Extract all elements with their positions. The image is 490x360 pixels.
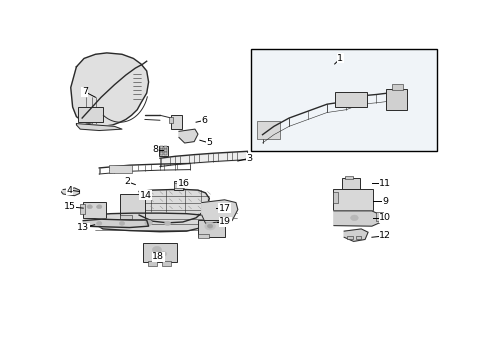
Circle shape (207, 224, 213, 228)
Text: 5: 5 (206, 139, 212, 148)
Text: 9: 9 (382, 197, 388, 206)
Text: 11: 11 (379, 179, 391, 188)
Text: 17: 17 (219, 204, 230, 213)
Bar (170, 117, 172, 123)
Bar (148, 261, 157, 266)
Text: 1: 1 (338, 54, 343, 63)
Text: 16: 16 (177, 179, 190, 188)
Circle shape (161, 252, 167, 256)
Bar (160, 146, 163, 149)
Text: 4: 4 (67, 186, 73, 195)
Polygon shape (139, 190, 209, 223)
Bar (109, 165, 131, 174)
Bar (347, 236, 352, 239)
Bar (143, 243, 177, 262)
Bar (164, 146, 167, 149)
Bar (160, 149, 163, 152)
Circle shape (205, 222, 216, 230)
Text: 8: 8 (152, 145, 158, 154)
Polygon shape (202, 200, 238, 223)
Bar (392, 84, 403, 90)
Text: 18: 18 (152, 252, 164, 261)
Bar (174, 181, 183, 190)
Polygon shape (76, 123, 122, 131)
Text: 13: 13 (77, 223, 89, 232)
Bar (159, 146, 169, 156)
Circle shape (351, 215, 358, 221)
Circle shape (97, 221, 102, 225)
Bar (257, 121, 280, 139)
Bar (251, 49, 437, 151)
Bar (333, 189, 372, 210)
Bar (376, 212, 383, 221)
Polygon shape (179, 129, 198, 143)
Bar (198, 220, 224, 237)
Bar (173, 183, 184, 188)
Bar (83, 202, 106, 219)
Circle shape (145, 220, 152, 226)
Text: 3: 3 (246, 154, 252, 163)
Bar (333, 192, 338, 203)
Bar (162, 261, 172, 266)
Bar (342, 179, 361, 189)
Bar (386, 89, 407, 110)
Bar (164, 152, 167, 155)
Text: 6: 6 (202, 116, 208, 125)
Bar (164, 149, 167, 152)
Bar (172, 115, 182, 129)
Bar (198, 234, 209, 238)
Circle shape (120, 221, 124, 225)
Bar (120, 215, 131, 219)
Text: 7: 7 (82, 87, 88, 96)
Text: 14: 14 (140, 190, 151, 199)
Bar (335, 92, 367, 107)
Polygon shape (83, 219, 148, 228)
Bar (345, 176, 353, 179)
Text: 19: 19 (220, 217, 231, 226)
Polygon shape (61, 188, 79, 195)
Circle shape (97, 205, 102, 209)
Bar (78, 107, 103, 122)
Text: 12: 12 (379, 231, 391, 240)
Polygon shape (334, 211, 379, 226)
Polygon shape (344, 229, 368, 242)
Bar (120, 194, 145, 219)
Text: 15: 15 (64, 202, 75, 211)
Text: 10: 10 (379, 213, 391, 222)
Polygon shape (94, 213, 206, 232)
Bar (356, 236, 361, 239)
Circle shape (87, 205, 93, 209)
Circle shape (152, 246, 162, 253)
Text: 2: 2 (125, 177, 131, 186)
Bar (160, 152, 163, 155)
Circle shape (165, 221, 171, 226)
Polygon shape (71, 53, 148, 126)
Bar (80, 204, 85, 214)
